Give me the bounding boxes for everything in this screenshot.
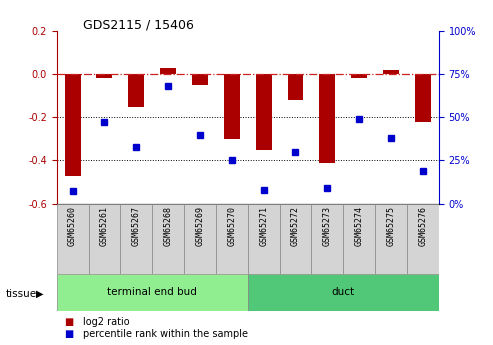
Bar	[224, 74, 240, 139]
Text: duct: duct	[332, 287, 355, 297]
Text: ▶: ▶	[35, 289, 43, 299]
Text: GSM65267: GSM65267	[132, 206, 141, 246]
Text: tissue: tissue	[6, 289, 37, 299]
Bar	[120, 204, 152, 274]
Bar	[184, 204, 216, 274]
Bar	[280, 204, 312, 274]
Bar	[128, 74, 144, 107]
Bar	[415, 74, 431, 122]
Text: GSM65272: GSM65272	[291, 206, 300, 246]
Text: percentile rank within the sample: percentile rank within the sample	[83, 329, 248, 338]
Text: GSM65269: GSM65269	[195, 206, 205, 246]
Bar	[97, 74, 112, 79]
Text: GSM65270: GSM65270	[227, 206, 236, 246]
Bar	[375, 204, 407, 274]
Bar	[383, 70, 399, 74]
Bar	[57, 204, 89, 274]
Text: GSM65260: GSM65260	[68, 206, 77, 246]
Bar	[247, 274, 439, 310]
Text: GSM65274: GSM65274	[354, 206, 364, 246]
Bar	[216, 204, 247, 274]
Bar	[407, 204, 439, 274]
Text: GSM65268: GSM65268	[164, 206, 173, 246]
Bar	[351, 74, 367, 79]
Bar	[287, 74, 304, 100]
Text: GSM65271: GSM65271	[259, 206, 268, 246]
Text: GSM65275: GSM65275	[387, 206, 395, 246]
Bar	[192, 74, 208, 85]
Bar	[152, 204, 184, 274]
Text: GSM65273: GSM65273	[323, 206, 332, 246]
Bar	[57, 274, 247, 310]
Text: ■: ■	[64, 317, 73, 326]
Text: GDS2115 / 15406: GDS2115 / 15406	[83, 19, 193, 32]
Text: log2 ratio: log2 ratio	[83, 317, 130, 326]
Bar	[65, 74, 80, 176]
Bar	[89, 204, 120, 274]
Bar	[160, 68, 176, 74]
Text: GSM65276: GSM65276	[419, 206, 427, 246]
Bar	[247, 204, 280, 274]
Bar	[256, 74, 272, 150]
Bar	[319, 74, 335, 162]
Text: GSM65261: GSM65261	[100, 206, 109, 246]
Bar	[343, 204, 375, 274]
Text: terminal end bud: terminal end bud	[107, 287, 197, 297]
Text: ■: ■	[64, 329, 73, 338]
Bar	[312, 204, 343, 274]
